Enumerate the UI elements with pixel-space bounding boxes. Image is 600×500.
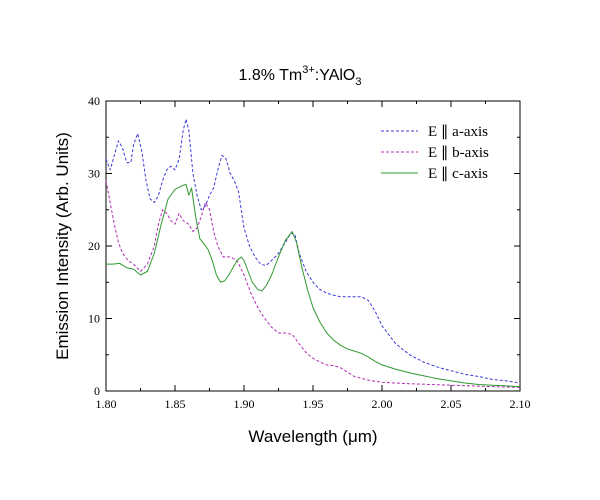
- legend: E ∥ a-axis E ∥ b-axis E ∥ c-axis: [381, 124, 489, 182]
- chart-title-main: 1.8% Tm: [238, 67, 302, 84]
- legend-label-0: E ∥ a-axis: [428, 124, 488, 140]
- x-tick-label: 2.00: [372, 397, 393, 411]
- x-axis-label: Wavelength (μm): [248, 427, 377, 446]
- chart-title: 1.8% Tm3+:YAlO3: [238, 64, 361, 88]
- series-layer: [105, 118, 521, 388]
- y-axis-ticks: 0 10 20 30 40: [88, 94, 520, 398]
- series-line-2: [106, 183, 521, 388]
- x-tick-label: 1.80: [96, 397, 117, 411]
- y-tick-label: 30: [88, 167, 100, 181]
- legend-label-1: E ∥ b-axis: [428, 145, 489, 161]
- y-tick-label: 0: [94, 384, 100, 398]
- legend-label-2: E ∥ c-axis: [428, 166, 488, 182]
- y-tick-label: 10: [88, 312, 100, 326]
- x-tick-label: 1.95: [303, 397, 324, 411]
- chart-title-mid: :YAlO: [315, 67, 356, 84]
- x-tick-label: 2.10: [510, 397, 531, 411]
- series-line-1: [105, 180, 521, 388]
- x-tick-label: 1.85: [165, 397, 186, 411]
- chart-title-sup: 3+: [302, 64, 315, 76]
- x-tick-label: 2.05: [441, 397, 462, 411]
- chart-title-sub: 3: [355, 76, 361, 88]
- x-tick-label: 1.90: [234, 397, 255, 411]
- y-tick-label: 20: [88, 239, 100, 253]
- x-axis-ticks: 1.80 1.85 1.90 1.95 2.00 2.05 2.10: [96, 101, 531, 411]
- y-axis-label: Emission Intensity (Arb. Units): [53, 132, 72, 360]
- series-line-0: [105, 118, 521, 384]
- y-tick-label: 40: [88, 94, 100, 108]
